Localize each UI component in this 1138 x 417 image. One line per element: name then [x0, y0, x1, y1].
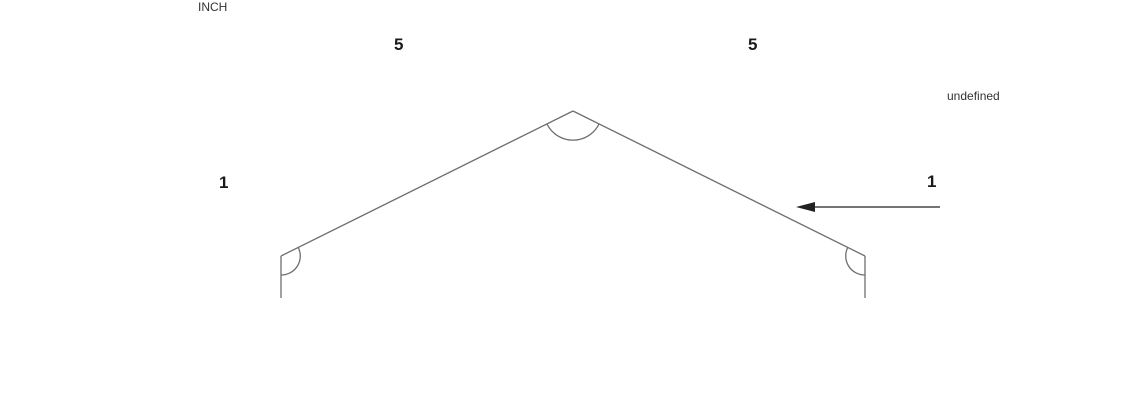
right-corner-angle-arc: [845, 246, 866, 276]
annotation-label: undefined: [947, 89, 1000, 103]
right-slope-dimension: 5: [748, 35, 758, 54]
pointer-arrow-head: [796, 202, 815, 212]
left-slope-dimension: 5: [394, 35, 404, 54]
right-slope-line: [572, 110, 866, 257]
apex-angle-arc: [546, 123, 600, 141]
left-leg-dimension: 1: [219, 173, 229, 192]
left-slope-line: [280, 110, 574, 257]
units-label: INCH: [198, 0, 228, 14]
right-leg-dimension: 1: [927, 172, 937, 191]
left-corner-angle-arc: [280, 246, 301, 276]
